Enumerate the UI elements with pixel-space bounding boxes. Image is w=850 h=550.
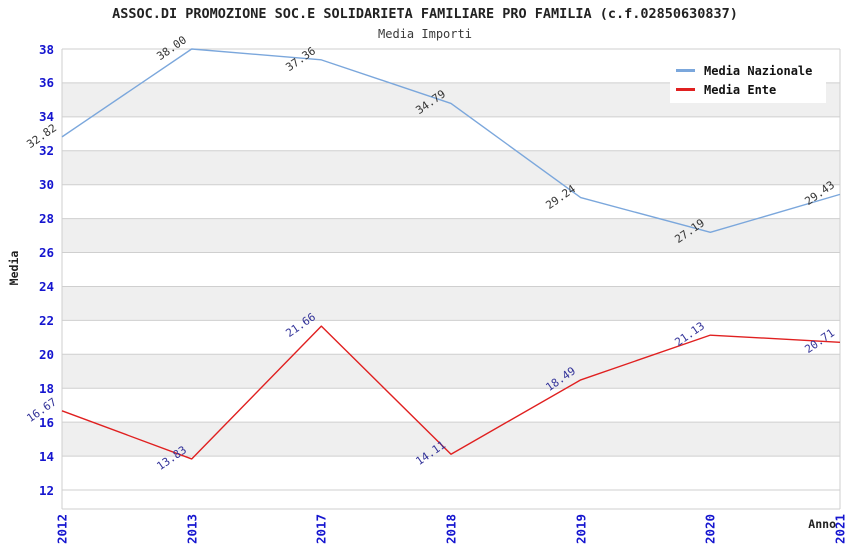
y-tick-label-36: 36 bbox=[38, 75, 54, 91]
y-tick-label-30: 30 bbox=[38, 177, 54, 193]
x-tick-label-2013: 2013 bbox=[184, 513, 200, 545]
x-tick-label-2020: 2020 bbox=[702, 513, 718, 545]
x-tick-label-2019: 2019 bbox=[573, 513, 589, 545]
legend-swatch-media-ente-icon bbox=[676, 88, 695, 91]
legend-item-media-ente: Media Ente bbox=[676, 80, 820, 99]
y-tick-label-22: 22 bbox=[38, 312, 54, 328]
y-tick-label-28: 28 bbox=[38, 211, 54, 227]
y-axis-title: Media bbox=[7, 250, 21, 286]
x-tick-label-2018: 2018 bbox=[443, 513, 459, 545]
y-tick-label-26: 26 bbox=[38, 245, 54, 261]
y-tick-label-16: 16 bbox=[38, 414, 54, 430]
y-tick-label-32: 32 bbox=[38, 143, 54, 159]
stripe-band bbox=[62, 422, 840, 457]
chart-title: ASSOC.DI PROMOZIONE SOC.E SOLIDARIETA FA… bbox=[112, 6, 738, 22]
series-line-media-ente bbox=[61, 325, 841, 460]
legend-swatch-media-nazionale-icon bbox=[676, 69, 695, 72]
y-tick-label-12: 12 bbox=[38, 482, 54, 498]
x-tick-label-2017: 2017 bbox=[313, 513, 329, 545]
y-tick-label-34: 34 bbox=[38, 109, 54, 125]
y-tick-label-18: 18 bbox=[38, 380, 54, 396]
x-axis-title: Anno bbox=[808, 517, 836, 531]
legend: Media Nazionale Media Ente bbox=[670, 57, 826, 103]
stripe-band bbox=[62, 286, 840, 321]
legend-label-media-ente: Media Ente bbox=[704, 82, 777, 97]
y-tick-label-20: 20 bbox=[38, 346, 54, 362]
legend-label-media-nazionale: Media Nazionale bbox=[704, 63, 813, 78]
y-tick-label-24: 24 bbox=[38, 278, 54, 294]
y-tick-label-14: 14 bbox=[38, 448, 54, 464]
legend-item-media-nazionale: Media Nazionale bbox=[676, 61, 820, 80]
series-line-media-nazionale bbox=[61, 48, 841, 234]
stripe-band bbox=[62, 354, 840, 389]
chart-subtitle: Media Importi bbox=[378, 27, 472, 41]
y-tick-label-38: 38 bbox=[38, 41, 54, 57]
stripe-band bbox=[62, 150, 840, 185]
stripe-band bbox=[62, 218, 840, 253]
x-tick-label-2012: 2012 bbox=[54, 513, 70, 545]
